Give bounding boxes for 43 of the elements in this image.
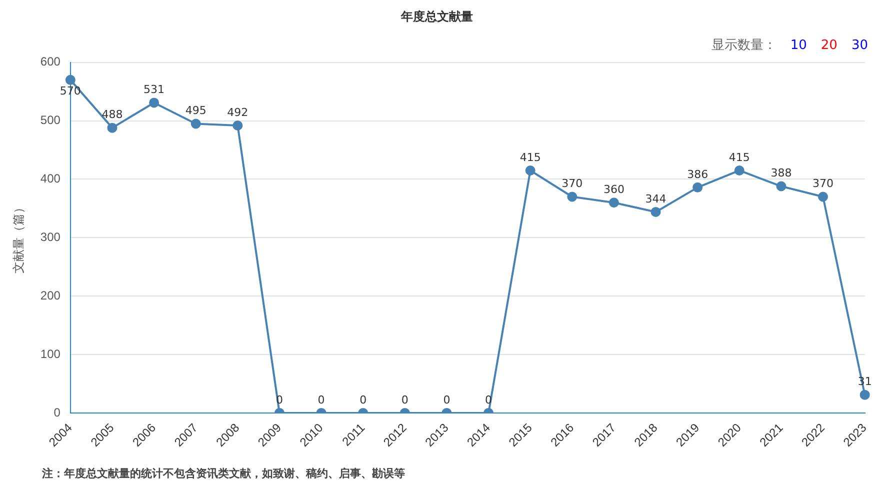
data-label: 488	[102, 108, 123, 122]
y-tick-label: 300	[40, 230, 61, 244]
point	[232, 120, 243, 130]
data-label: 370	[812, 177, 834, 190]
point	[776, 181, 786, 192]
y-tick-label: 600	[40, 54, 61, 69]
point	[818, 192, 828, 202]
y-tick-label: 400	[40, 172, 61, 186]
data-label: 492	[227, 106, 248, 119]
y-axis-title: 文献量（篇）	[12, 202, 26, 274]
y-tick-label: 200	[40, 288, 61, 302]
data-label: 0	[443, 393, 450, 406]
data-label: 388	[770, 166, 792, 180]
data-label: 0	[401, 393, 408, 406]
point	[107, 122, 118, 133]
y-tick-label: 100	[40, 346, 61, 361]
point	[650, 206, 661, 217]
chart-title: 年度总文献量	[400, 9, 473, 24]
y-tick-label: 0	[54, 405, 61, 420]
point	[190, 118, 201, 129]
data-label: 344	[645, 192, 666, 206]
text: 显示数量：	[711, 38, 776, 53]
text: 20	[820, 38, 838, 53]
text: 10	[790, 38, 807, 53]
point	[692, 182, 703, 192]
text: 30	[851, 38, 868, 53]
data-label: 531	[144, 83, 165, 96]
data-label: 415	[520, 150, 541, 164]
data-label: 370	[562, 177, 583, 190]
text: 注：年度总文献量的统计不包含资讯类文献，如致谢、稿约、启事、勘误等	[42, 466, 405, 481]
y-tick-label: 500	[40, 113, 61, 128]
data-label: 415	[728, 150, 750, 164]
point	[734, 165, 744, 176]
point	[567, 192, 578, 202]
point	[608, 198, 619, 208]
point	[65, 74, 76, 85]
data-label: 0	[360, 393, 367, 406]
data-label: 360	[603, 182, 624, 196]
data-label: 0	[318, 393, 325, 406]
point	[149, 98, 160, 108]
data-label: 495	[185, 104, 206, 118]
point	[525, 165, 536, 176]
data-label: 386	[687, 168, 708, 181]
